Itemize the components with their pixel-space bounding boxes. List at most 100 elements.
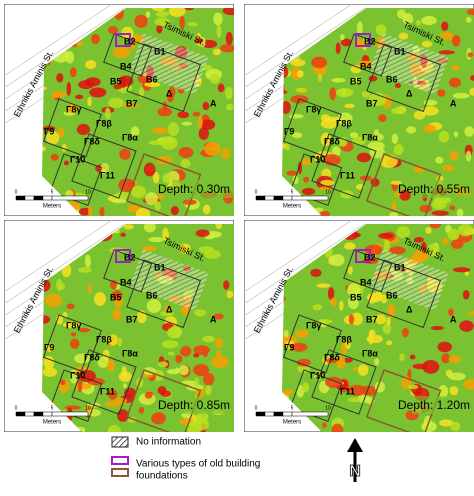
anomaly	[296, 384, 304, 398]
street-line	[244, 223, 365, 305]
anomaly	[180, 158, 191, 168]
north-arrow: N	[347, 438, 363, 482]
scale-tick: 5	[291, 405, 294, 411]
zone-label: B7	[126, 98, 138, 108]
anomaly	[77, 379, 83, 393]
anomaly	[78, 80, 95, 90]
anomaly	[70, 332, 77, 337]
anomaly	[467, 311, 474, 316]
zone-label: B2	[124, 252, 136, 262]
depth-bg	[172, 180, 234, 198]
anomaly	[42, 315, 51, 324]
zone-label: B6	[146, 290, 158, 300]
scale-bar	[15, 411, 26, 417]
anomaly	[99, 206, 105, 216]
anomaly	[143, 162, 156, 177]
anomaly	[320, 118, 338, 129]
anomaly	[177, 111, 189, 119]
legend-hatch	[111, 436, 129, 448]
anomaly	[130, 185, 147, 198]
foundation	[71, 349, 137, 415]
anomaly	[193, 363, 210, 376]
anomaly	[46, 131, 60, 145]
anomaly	[168, 8, 186, 17]
anomaly	[203, 349, 208, 358]
anomaly	[394, 83, 401, 89]
street-line	[244, 220, 353, 293]
anomaly	[393, 144, 404, 156]
foundation-brown	[125, 153, 202, 216]
anomaly	[226, 103, 234, 111]
anomaly	[122, 103, 139, 108]
anomaly	[341, 342, 347, 356]
anomaly	[327, 287, 335, 301]
anomaly	[148, 236, 164, 243]
anomaly	[89, 87, 107, 98]
zone-label: B2	[124, 36, 136, 46]
anomaly	[282, 389, 294, 396]
anomaly	[283, 329, 289, 338]
anomaly	[200, 119, 216, 130]
anomaly	[152, 171, 160, 184]
anomaly	[409, 354, 416, 360]
street-line	[4, 223, 125, 305]
anomaly	[75, 94, 84, 100]
anomaly	[151, 127, 169, 134]
foundation-purple	[355, 249, 371, 263]
anomaly	[421, 106, 439, 116]
anomaly	[290, 342, 308, 352]
anomaly	[391, 107, 406, 115]
zone-label: Γ11	[340, 386, 355, 396]
anomaly	[448, 308, 454, 317]
anomaly	[449, 205, 456, 211]
foundation-brown	[365, 369, 442, 432]
anomaly	[150, 8, 167, 12]
zone-label: Γ8γ	[66, 104, 81, 114]
anomaly	[421, 421, 437, 432]
scale-tick: 0	[15, 189, 18, 195]
anomaly	[66, 303, 75, 310]
foundation	[311, 349, 377, 415]
anomaly	[295, 329, 309, 339]
foundation-brown	[365, 153, 442, 216]
zone-label: Γ8α	[122, 348, 138, 358]
zone-label: B6	[146, 74, 158, 84]
zone-label: Γ8δ	[324, 352, 340, 362]
anomaly	[349, 132, 359, 138]
anomaly	[448, 372, 466, 381]
anomaly	[340, 38, 352, 47]
anomaly	[76, 123, 91, 136]
anomaly	[399, 353, 405, 362]
anomaly	[331, 423, 344, 432]
anomaly	[87, 283, 92, 294]
scale-tick: 5	[51, 405, 54, 411]
anomaly	[465, 16, 472, 23]
legend-text: No information	[136, 437, 201, 448]
anomaly	[301, 158, 313, 166]
anomaly	[441, 237, 449, 245]
anomaly	[42, 278, 51, 292]
scale-tick: 10	[325, 405, 331, 411]
anomaly	[215, 337, 224, 349]
scale-unit: Meters	[43, 204, 61, 210]
anomaly	[368, 75, 378, 82]
zone-label: B2	[364, 252, 376, 262]
anomaly	[100, 163, 110, 173]
anomaly	[438, 384, 449, 399]
street-line	[4, 7, 125, 89]
anomaly	[157, 361, 169, 368]
anomaly	[56, 73, 64, 83]
anomaly	[84, 254, 91, 268]
anomaly	[413, 110, 426, 120]
anomaly	[459, 320, 474, 332]
anomaly	[386, 316, 391, 326]
depth-bg	[172, 396, 234, 414]
anomaly	[156, 24, 163, 34]
anomaly	[167, 351, 175, 356]
anomaly	[210, 355, 229, 368]
anomaly	[220, 148, 231, 160]
anomaly	[322, 422, 327, 428]
anomaly	[179, 243, 191, 254]
anomaly	[213, 12, 223, 26]
anomaly	[352, 77, 360, 85]
